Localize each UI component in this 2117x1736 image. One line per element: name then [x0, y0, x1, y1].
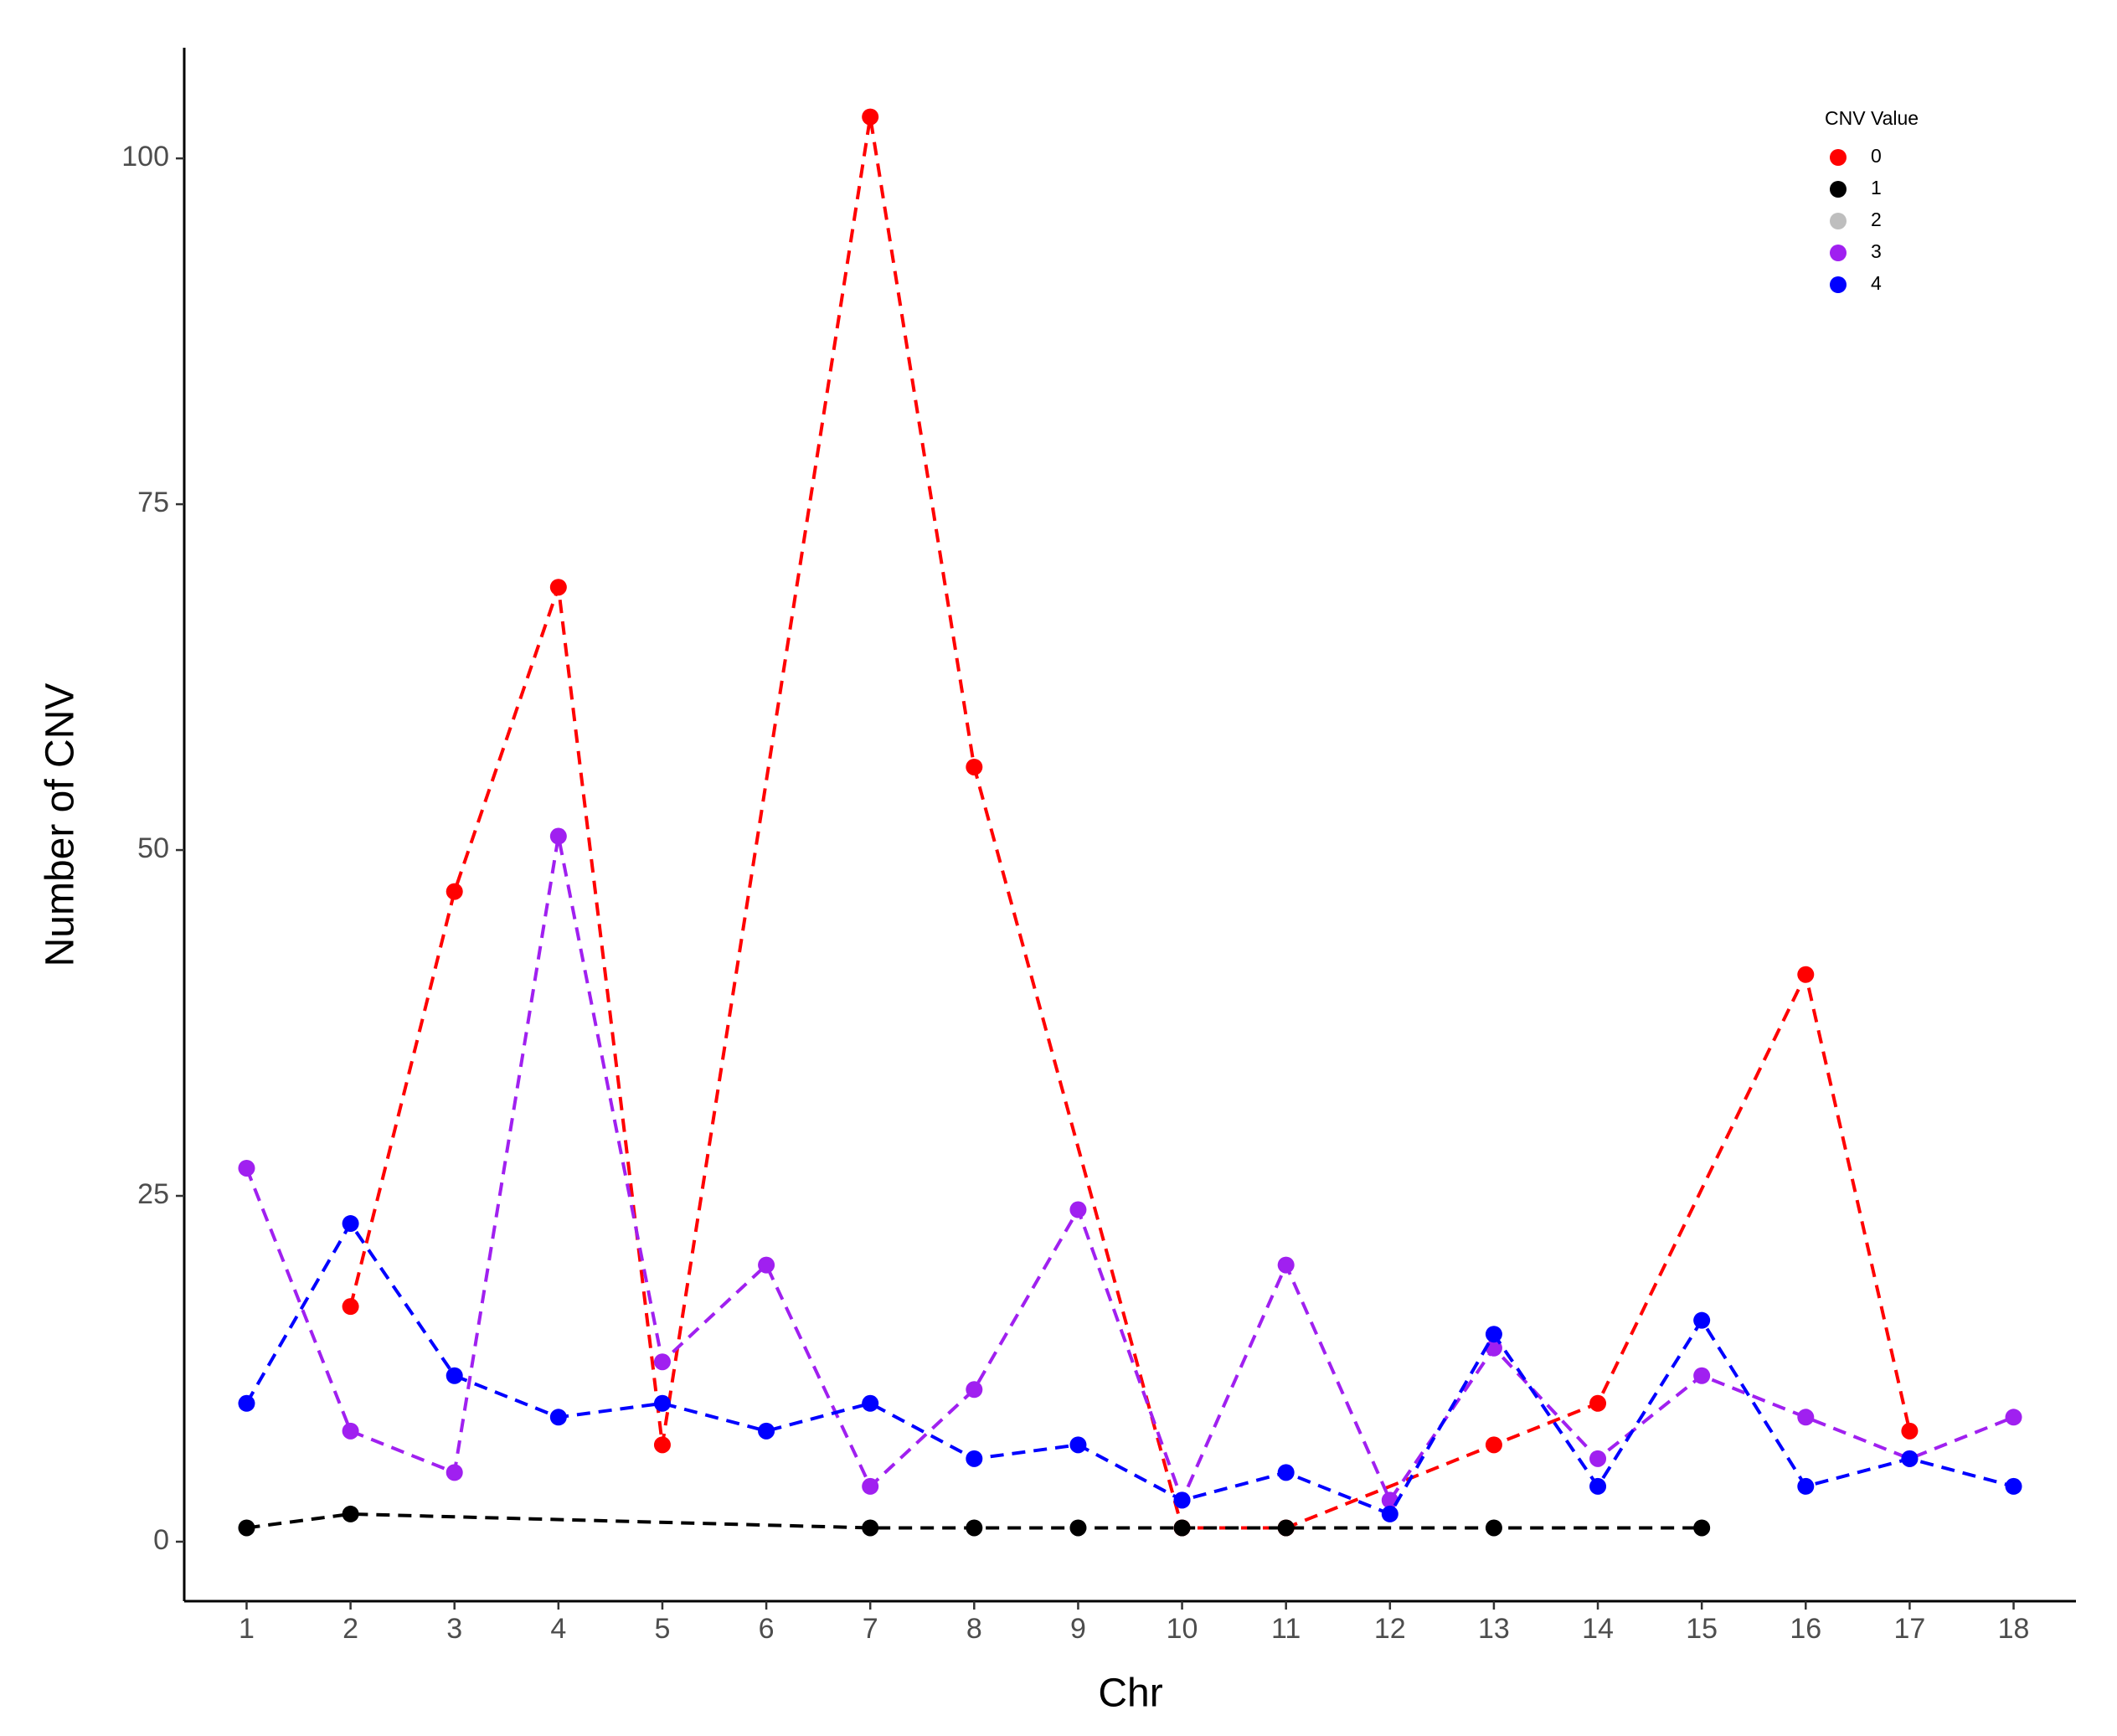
data-point: [1485, 1326, 1502, 1343]
data-point: [1589, 1394, 1607, 1412]
x-tick-label: 17: [1893, 1613, 1925, 1645]
data-point: [862, 1519, 879, 1537]
data-point: [653, 1436, 671, 1454]
data-point: [1277, 1464, 1295, 1481]
data-point: [966, 1450, 983, 1467]
data-point: [862, 108, 879, 126]
y-axis-title: Number of CNV: [39, 683, 83, 967]
data-point: [549, 1409, 567, 1426]
legend-label: 4: [1871, 272, 1882, 294]
x-tick-label: 1: [239, 1613, 255, 1645]
data-point: [1797, 1409, 1815, 1426]
x-tick-label: 16: [1790, 1613, 1821, 1645]
data-point: [1693, 1367, 1711, 1384]
data-point: [1589, 1477, 1607, 1495]
data-point: [238, 1519, 255, 1537]
data-point: [1485, 1519, 1502, 1537]
x-tick-label: 2: [343, 1613, 358, 1645]
x-tick-label: 18: [1998, 1613, 2030, 1645]
x-tick-label: 8: [966, 1613, 982, 1645]
y-tick-label: 0: [153, 1524, 169, 1556]
legend-marker: [1830, 276, 1847, 293]
x-tick-label: 6: [759, 1613, 775, 1645]
data-point: [446, 1464, 463, 1481]
data-point: [1069, 1436, 1087, 1454]
data-point: [1485, 1436, 1502, 1454]
data-point: [653, 1394, 671, 1412]
data-point: [1277, 1256, 1295, 1274]
data-point: [549, 827, 567, 845]
data-point: [446, 1367, 463, 1384]
x-tick-label: 13: [1478, 1613, 1510, 1645]
x-axis-title: Chr: [1098, 1672, 1162, 1716]
y-tick-label: 75: [137, 487, 169, 518]
data-point: [446, 883, 463, 900]
data-point: [238, 1159, 255, 1177]
data-point: [653, 1353, 671, 1371]
data-point: [2005, 1409, 2022, 1426]
data-point: [1589, 1450, 1607, 1467]
x-tick-label: 15: [1686, 1613, 1718, 1645]
data-point: [1797, 966, 1815, 983]
data-point: [342, 1298, 359, 1316]
x-tick-label: 14: [1582, 1613, 1614, 1645]
data-point: [966, 1519, 983, 1537]
x-tick-label: 5: [654, 1613, 670, 1645]
data-point: [238, 1394, 255, 1412]
series-line: [245, 1220, 2015, 1517]
data-point: [1901, 1422, 1919, 1440]
data-point: [966, 1381, 983, 1399]
data-point: [1693, 1311, 1711, 1329]
legend-marker: [1830, 245, 1847, 261]
y-tick-label: 100: [121, 141, 169, 173]
data-point: [862, 1394, 879, 1412]
data-point: [549, 579, 567, 596]
x-tick-label: 4: [550, 1613, 566, 1645]
legend-marker: [1830, 149, 1847, 166]
y-tick-label: 25: [137, 1178, 169, 1210]
data-point: [966, 758, 983, 775]
data-point: [1069, 1519, 1087, 1537]
x-tick-label: 7: [863, 1613, 878, 1645]
legend-title: CNV Value: [1825, 107, 1919, 129]
data-point: [1173, 1519, 1191, 1537]
data-point: [1173, 1491, 1191, 1509]
data-point: [1381, 1505, 1398, 1522]
series-line: [348, 116, 1912, 1530]
data-point: [1693, 1519, 1711, 1537]
x-tick-label: 12: [1374, 1613, 1406, 1645]
x-tick-label: 11: [1271, 1613, 1301, 1645]
legend-label: 2: [1871, 209, 1882, 230]
legend-label: 0: [1871, 145, 1882, 167]
data-point: [758, 1422, 775, 1440]
data-point: [1797, 1477, 1815, 1495]
x-tick-label: 10: [1167, 1613, 1198, 1645]
legend-marker: [1830, 213, 1847, 229]
data-point: [1069, 1201, 1087, 1218]
legend-label: 3: [1871, 240, 1882, 262]
data-point: [1901, 1450, 1919, 1467]
y-tick-label: 50: [137, 832, 169, 864]
data-point: [342, 1505, 359, 1522]
data-point: [1277, 1519, 1295, 1537]
data-point: [758, 1256, 775, 1274]
x-tick-label: 9: [1070, 1613, 1086, 1645]
data-point: [342, 1215, 359, 1233]
data-point: [862, 1477, 879, 1495]
x-tick-label: 3: [446, 1613, 462, 1645]
data-point: [2005, 1477, 2022, 1495]
series-line: [245, 836, 2015, 1505]
legend-label: 1: [1871, 177, 1882, 198]
legend-marker: [1830, 181, 1847, 198]
data-point: [342, 1422, 359, 1440]
